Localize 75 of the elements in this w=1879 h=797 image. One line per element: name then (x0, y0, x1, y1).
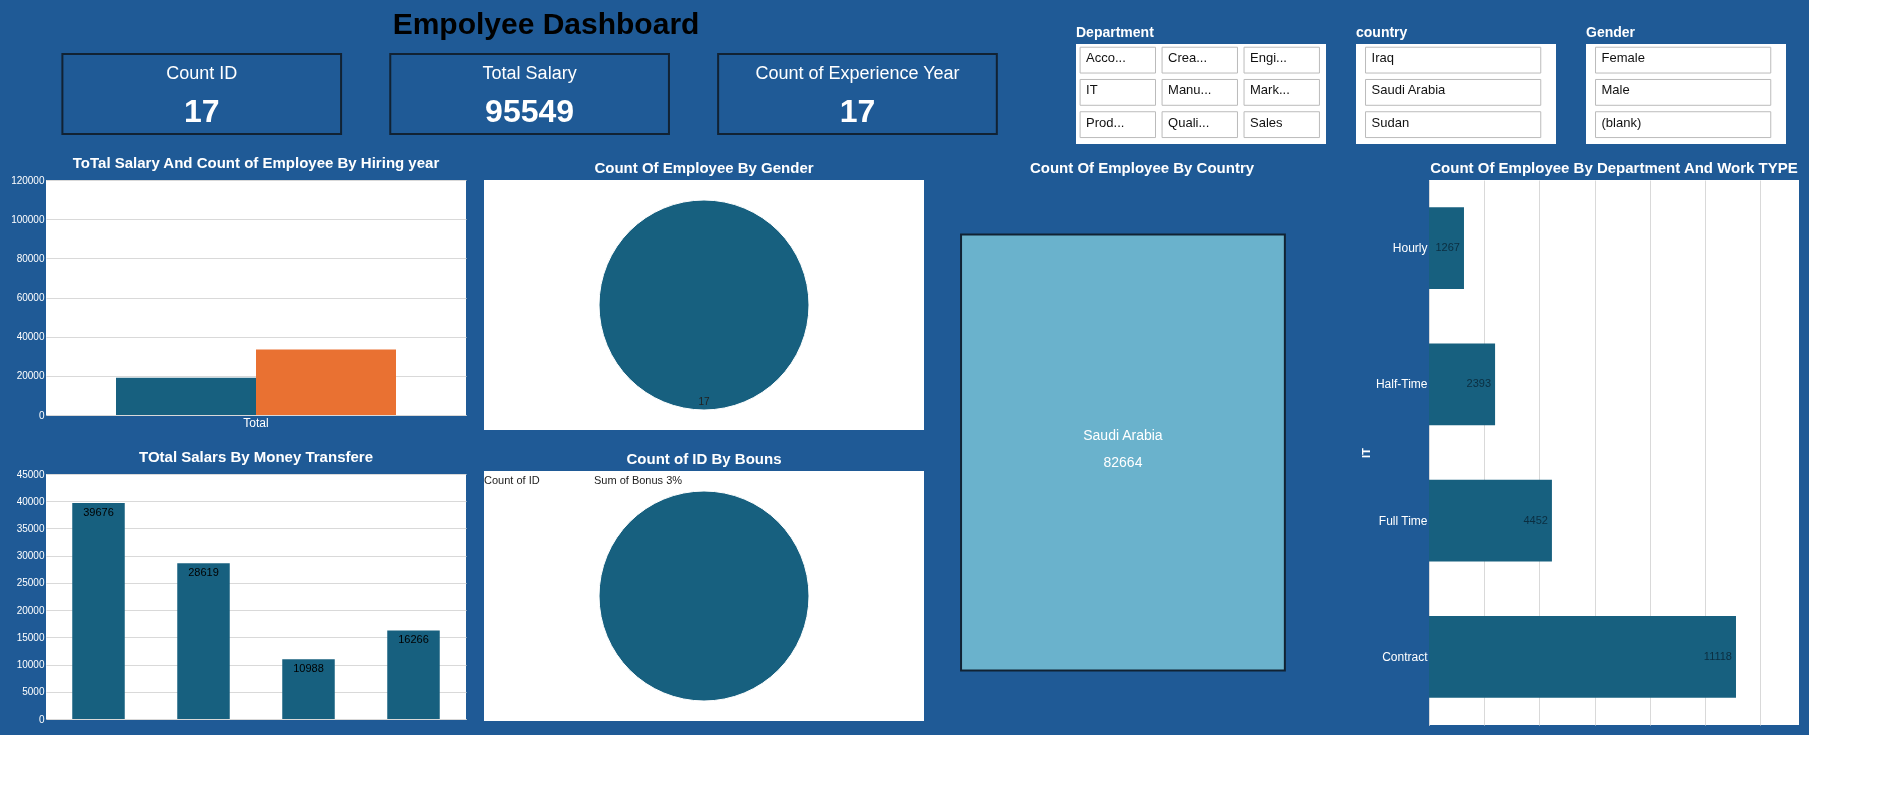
bar (387, 630, 440, 719)
data-label: 17 (698, 396, 710, 407)
text: Prod... (1086, 114, 1125, 130)
bar (1429, 616, 1736, 698)
text: Male (1601, 82, 1630, 98)
data-label: 82664 (1103, 454, 1143, 471)
data-label: 95549 (485, 93, 575, 129)
text: Quali... (1168, 114, 1210, 130)
y-axis-title: IT (1359, 447, 1372, 458)
y-tick-label: Full Time (1378, 513, 1428, 528)
chart-title: Count Of Employee By Gender (594, 159, 814, 176)
bar (1429, 479, 1552, 562)
text: Saudi Arabia (1371, 82, 1447, 98)
text: Acco... (1086, 50, 1126, 66)
text: Sales (1250, 114, 1284, 130)
y-tick-label: 20000 (16, 604, 45, 616)
y-tick-label: 80000 (16, 252, 45, 264)
y-tick-label: 30000 (16, 550, 45, 562)
data-label: 16266 (398, 633, 429, 646)
text: Empolyee Dashboard (392, 7, 700, 40)
y-tick-label: 100000 (11, 213, 45, 225)
text: Manu... (1168, 82, 1212, 98)
text: Department (1076, 24, 1155, 40)
y-tick-label: 35000 (16, 522, 45, 534)
bar (1429, 207, 1464, 289)
data-label: 4452 (1523, 513, 1548, 526)
text: Female (1601, 50, 1645, 66)
y-tick-label: 40000 (16, 495, 45, 507)
y-tick-label: 25000 (16, 577, 45, 589)
data-label: 1267 (1435, 241, 1460, 254)
y-tick-label: 15000 (16, 631, 45, 643)
data-label: 17 (183, 93, 220, 129)
y-tick-label: Hourly (1392, 241, 1428, 256)
text: Gender (1586, 24, 1636, 40)
category-label: Count ID (166, 63, 238, 83)
text: Sudan (1371, 114, 1410, 130)
y-tick-label: Contract (1382, 649, 1429, 664)
data-label: 10988 (293, 662, 324, 675)
category-label: Saudi Arabia (1083, 427, 1163, 444)
text: (blank) (1601, 114, 1642, 130)
category-label: Total Salary (482, 63, 577, 83)
text: Sum of Bonus 3% (594, 474, 683, 486)
chart-title: Count Of Employee By Department And Work TYPE (1430, 159, 1798, 176)
text: Count of ID (484, 474, 540, 486)
text: Count Of Employee By Country (1029, 159, 1255, 176)
bar (282, 659, 335, 719)
text: country (1356, 24, 1408, 40)
chart-title: TOtal Salars By Money Transfere (139, 448, 373, 465)
data-label: 11118 (1703, 649, 1732, 662)
text: Crea... (1168, 50, 1208, 66)
bar (1429, 343, 1496, 426)
bar (72, 502, 125, 719)
y-tick-label: 0 (38, 409, 45, 421)
y-tick-label: 40000 (16, 331, 45, 343)
x-tick-label: Total (243, 415, 269, 430)
chart-title: ToTal Salary And Count of Employee By Hiring year (72, 154, 440, 171)
y-tick-label: Half-Time (1375, 377, 1428, 392)
bar (177, 563, 230, 719)
y-tick-label: 5000 (22, 686, 45, 698)
text: Mark... (1250, 82, 1290, 98)
data-label: 39676 (83, 505, 114, 518)
text: Iraq (1371, 50, 1394, 66)
data-label: 28619 (188, 566, 219, 579)
y-tick-label: 45000 (16, 468, 45, 480)
text: Engi... (1250, 50, 1287, 66)
data-label: 2393 (1466, 377, 1492, 390)
chart-title: Count of ID By Bouns (626, 450, 782, 467)
category-label: Count of Experience Year (755, 63, 960, 83)
text: IT (1086, 82, 1098, 98)
y-tick-label: 120000 (11, 174, 45, 186)
y-tick-label: 10000 (16, 659, 45, 671)
y-tick-label: 0 (38, 713, 45, 725)
y-tick-label: 60000 (16, 292, 45, 303)
data-label: 17 (839, 93, 876, 129)
y-tick-label: 20000 (16, 370, 45, 382)
